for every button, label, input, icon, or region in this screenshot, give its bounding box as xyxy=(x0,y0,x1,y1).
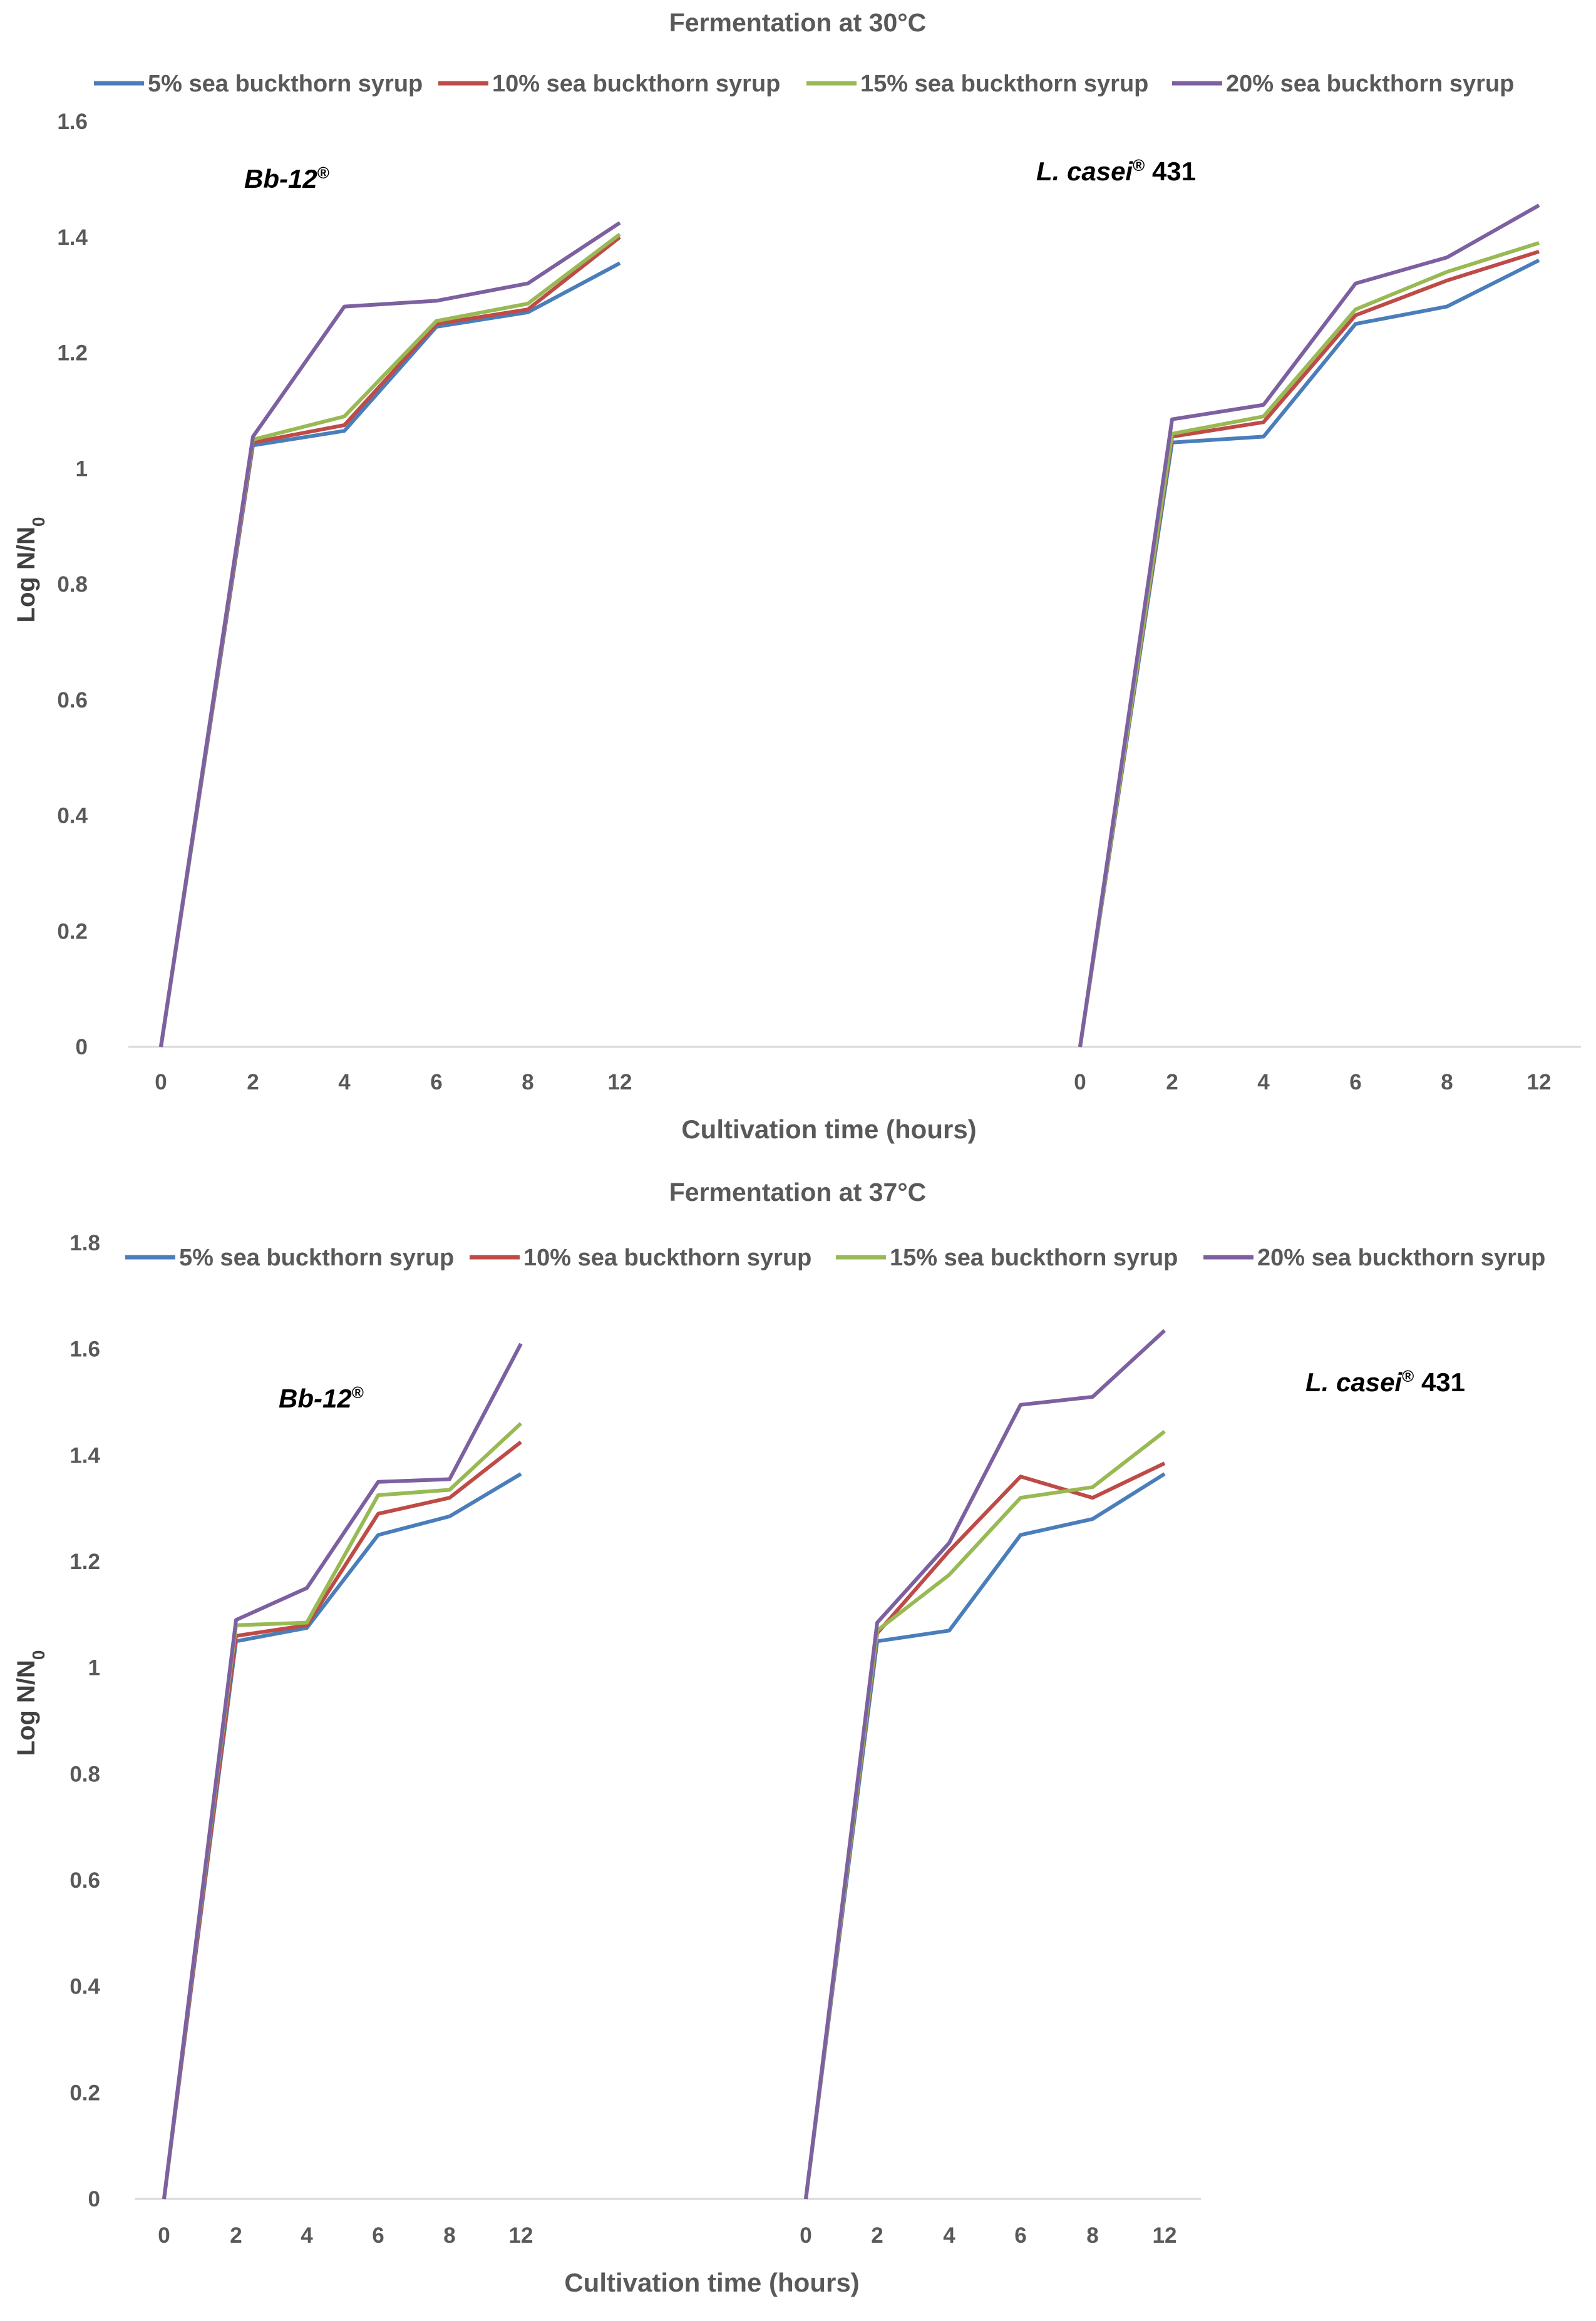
legend-label: 20% sea buckthorn syrup xyxy=(1226,71,1514,97)
x-tick-label: 12 xyxy=(608,1070,632,1094)
y-tick-label: 0.8 xyxy=(70,1762,100,1786)
x-tick-label: 0 xyxy=(1074,1070,1086,1094)
y-axis-label-text: Log N/N xyxy=(13,1660,40,1756)
x-tick-label: 12 xyxy=(1527,1070,1552,1094)
y-tick-label: 1.4 xyxy=(70,1443,100,1468)
x-tick-label: 8 xyxy=(1441,1070,1453,1094)
x-tick-label: 12 xyxy=(509,2223,533,2248)
strain-name: Bb-12 xyxy=(279,1384,352,1413)
y-tick-label: 0.4 xyxy=(57,804,88,828)
series-line xyxy=(1078,241,1540,1047)
x-tick-label: 6 xyxy=(1349,1070,1361,1094)
y-axis-label: Log N/N0 xyxy=(13,517,48,623)
series-line xyxy=(1078,259,1540,1047)
strain-suffix: 431 xyxy=(1414,1367,1465,1397)
y-tick-label: 0 xyxy=(88,2187,100,2211)
chart-title: Fermentation at 37°C xyxy=(669,1178,927,1207)
x-tick-label: 8 xyxy=(522,1070,533,1094)
x-tick-label: 6 xyxy=(372,2223,384,2248)
y-tick-label: 1 xyxy=(76,456,88,481)
series-line xyxy=(159,221,621,1047)
strain-suffix: 431 xyxy=(1145,157,1196,186)
x-tick-label: 2 xyxy=(247,1070,259,1094)
x-tick-label: 6 xyxy=(1014,2223,1026,2248)
strain-registered-mark: ® xyxy=(1402,1367,1414,1386)
y-tick-label: 0.6 xyxy=(70,1868,100,1893)
y-tick-label: 0.2 xyxy=(70,2081,100,2105)
series-line xyxy=(159,261,621,1047)
y-tick-label: 0.4 xyxy=(70,1975,100,1999)
panel-1: 0 2 4 6 8 12 Bb-12® xyxy=(155,163,632,1094)
y-tick-label: 0.2 xyxy=(57,919,88,944)
x-tick-label: 0 xyxy=(800,2223,811,2248)
x-tick-label: 4 xyxy=(943,2223,955,2248)
x-tick-label: 2 xyxy=(1166,1070,1178,1094)
x-tick-label: 8 xyxy=(1086,2223,1098,2248)
legend-label: 10% sea buckthorn syrup xyxy=(492,71,780,97)
y-tick-label: 1.2 xyxy=(57,341,88,366)
y-tick-label: 1.6 xyxy=(57,110,88,134)
y-tick-label: 1.4 xyxy=(57,225,88,250)
legend-label: 20% sea buckthorn syrup xyxy=(1257,1245,1545,1271)
strain-registered-mark: ® xyxy=(1133,156,1145,175)
legend-label: 15% sea buckthorn syrup xyxy=(890,1245,1178,1271)
series-line xyxy=(159,232,621,1047)
x-tick-label: 4 xyxy=(338,1070,351,1094)
y-axis-label: Log N/N0 xyxy=(13,1650,48,1756)
panel-2: 0 2 4 6 8 12 L. casei® 431 xyxy=(800,1329,1465,2248)
legend: 5% sea buckthorn syrup 10% sea buckthorn … xyxy=(94,71,1514,97)
strain-name: Bb-12 xyxy=(244,164,317,193)
y-tick-label: 0.8 xyxy=(57,572,88,597)
legend: 5% sea buckthorn syrup 10% sea buckthorn … xyxy=(125,1245,1545,1271)
y-tick-label: 0 xyxy=(76,1035,88,1059)
x-tick-label: 8 xyxy=(443,2223,455,2248)
x-axis-label: Cultivation time (hours) xyxy=(564,2268,859,2297)
x-tick-label: 2 xyxy=(230,2223,242,2248)
series-line xyxy=(162,1342,523,2200)
series-line xyxy=(804,1461,1166,2200)
y-axis-label-text: Log N/N xyxy=(13,527,40,622)
y-tick-label: 1.6 xyxy=(70,1337,100,1362)
chart-title: Fermentation at 30°C xyxy=(669,8,927,37)
panel-1: 0 2 4 6 8 12 Bb-12® xyxy=(158,1342,533,2248)
chart-1: Fermentation at 30°C 5% sea buckthorn syr… xyxy=(13,8,1581,1144)
y-tick-label: 1 xyxy=(88,1656,100,1680)
strain-name: L. casei xyxy=(1036,157,1133,186)
x-tick-label: 6 xyxy=(430,1070,442,1094)
chart-2: Fermentation at 37°C 5% sea buckthorn syr… xyxy=(13,1178,1545,2297)
series-line xyxy=(1078,249,1540,1047)
series-line xyxy=(804,1329,1166,2200)
series-line xyxy=(804,1472,1166,2200)
x-axis-label: Cultivation time (hours) xyxy=(681,1114,976,1144)
x-tick-label: 2 xyxy=(871,2223,883,2248)
y-tick-label: 1.8 xyxy=(70,1231,100,1255)
series-line xyxy=(162,1472,522,2200)
y-tick-label: 0.6 xyxy=(57,688,88,713)
x-tick-label: 0 xyxy=(158,2223,170,2248)
legend-label: 15% sea buckthorn syrup xyxy=(860,71,1148,97)
series-line xyxy=(162,1422,523,2200)
y-axis-label-subscript: 0 xyxy=(29,1650,48,1660)
strain-registered-mark: ® xyxy=(317,163,329,182)
series-line xyxy=(159,235,621,1047)
strain-label: Bb-12® xyxy=(244,163,329,193)
strain-registered-mark: ® xyxy=(352,1383,364,1402)
legend-label: 5% sea buckthorn syrup xyxy=(148,71,423,97)
panel-2: 0 2 4 6 8 12 L. casei® 431 xyxy=(1036,156,1551,1094)
legend-label: 5% sea buckthorn syrup xyxy=(179,1245,454,1271)
series-line xyxy=(804,1429,1166,2200)
strain-name: L. casei xyxy=(1305,1367,1403,1397)
x-tick-label: 4 xyxy=(301,2223,313,2248)
legend-label: 10% sea buckthorn syrup xyxy=(523,1245,811,1271)
strain-label: Bb-12® xyxy=(279,1383,364,1413)
x-tick-label: 4 xyxy=(1257,1070,1270,1094)
x-tick-label: 0 xyxy=(155,1070,167,1094)
strain-label: L. casei® 431 xyxy=(1305,1367,1465,1397)
series-line xyxy=(1078,203,1540,1047)
x-tick-label: 12 xyxy=(1153,2223,1177,2248)
y-tick-label: 1.2 xyxy=(70,1550,100,1574)
y-axis-label-subscript: 0 xyxy=(29,517,48,527)
strain-label: L. casei® 431 xyxy=(1036,156,1196,186)
